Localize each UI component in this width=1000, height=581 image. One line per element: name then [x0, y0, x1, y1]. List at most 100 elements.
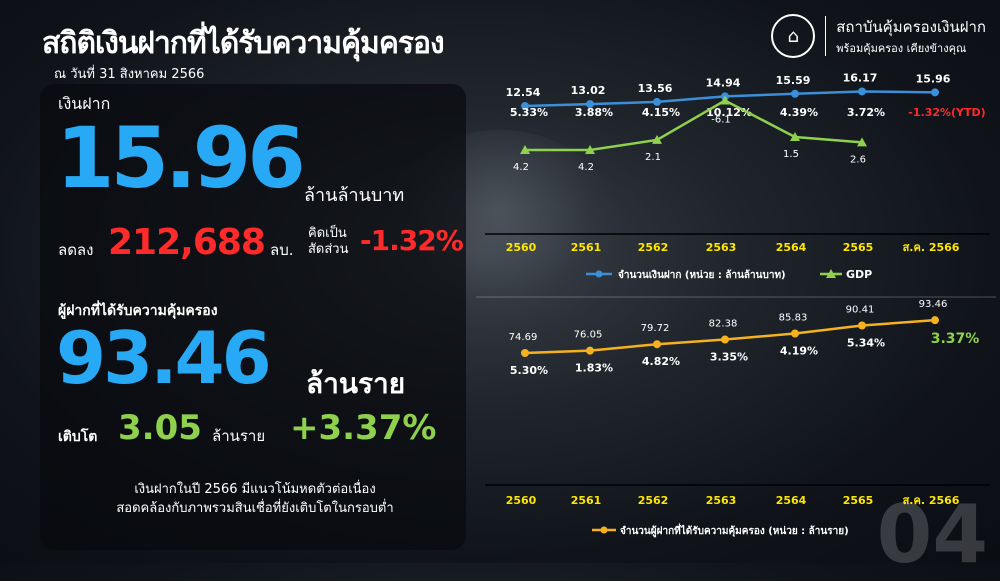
gdp-series-line: [525, 99, 863, 152]
depositor-series-point: [721, 335, 729, 344]
ratio-label: คิดเป็น สัดส่วน: [308, 226, 349, 258]
depositor-series-point: [931, 316, 939, 325]
deposit-value-label: 15.96: [916, 72, 951, 85]
deposit-series-point: [653, 97, 661, 106]
chart1-x-tick: 2562: [638, 241, 669, 254]
legend-deposit-marker: [595, 270, 603, 278]
chart1-x-tick: 2560: [506, 241, 537, 254]
chart2-x-tick: 2565: [843, 494, 874, 507]
chart1-x-tick: 2564: [776, 241, 807, 254]
depositor-growth-label: 3.37%: [931, 331, 980, 347]
depositor-growth-label: 5.34%: [847, 336, 885, 349]
legend-deposit-label: จำนวนเงินฝาก (หน่วย : ล้านล้านบาท): [618, 269, 786, 281]
depositors-label: ผู้ฝากที่ได้รับความคุ้มครอง: [58, 303, 218, 319]
chart2-x-tick: 2564: [776, 494, 807, 507]
depositor-series-point: [586, 346, 594, 355]
gdp-series-point: [790, 132, 800, 142]
deposits-change-unit: ลบ.: [270, 241, 294, 259]
gdp-value-label: 2.6: [850, 154, 866, 165]
gdp-series-point: [585, 145, 595, 154]
deposit-growth-label: 3.88%: [575, 106, 613, 119]
gdp-series-point: [520, 145, 530, 154]
dpa-logo-icon: ⌂: [771, 14, 816, 58]
depositor-value-label: 76.05: [574, 330, 603, 341]
gdp-value-label: -6.1: [711, 115, 731, 126]
depositor-growth-label: 1.83%: [575, 362, 613, 375]
growth-unit: ล้านราย: [212, 427, 266, 445]
deposit-value-label: 16.17: [843, 72, 878, 84]
deposits-change-label: ลดลง: [58, 241, 94, 259]
depositor-series-point: [653, 340, 661, 349]
deposit-value-label: 14.94: [706, 76, 741, 89]
chart1-x-tick: 2561: [571, 241, 602, 254]
gdp-value-label: 4.2: [513, 162, 529, 173]
depositor-growth-label: 5.30%: [510, 364, 548, 377]
depositor-value-label: 82.38: [709, 319, 738, 330]
legend-depositor-marker: [600, 526, 608, 534]
deposits-unit: ล้านล้านบาท: [304, 185, 405, 206]
legend-depositor-label: จำนวนผู้ฝากที่ได้รับความคุ้มครอง (หน่วย …: [620, 523, 849, 538]
gdp-series-point: [857, 137, 867, 147]
legend-gdp-label: GDP: [846, 268, 872, 281]
depositor-value-label: 85.83: [779, 313, 808, 324]
deposits-change-value: 212,688: [108, 222, 266, 263]
ratio-label-line1: คิดเป็น: [308, 226, 347, 241]
deposit-growth-label: 4.15%: [642, 106, 680, 119]
deposits-label: เงินฝาก: [58, 94, 111, 113]
chart2-x-tick: 2561: [571, 494, 602, 507]
depositor-series-point: [858, 321, 866, 330]
page-title: สถิติเงินฝากที่ได้รับความคุ้มครอง: [42, 26, 445, 61]
depositor-value-label: 74.69: [509, 332, 538, 343]
ratio-label-line2: สัดส่วน: [308, 242, 349, 257]
chart1-x-tick: 2565: [843, 241, 874, 254]
gdp-series-point: [720, 95, 730, 105]
page-number: 04: [876, 488, 988, 581]
deposit-series-point: [521, 102, 529, 110]
brand-slogan: พร้อมคุ้มครอง เคียงข้างคุณ: [836, 42, 967, 55]
depositor-value-label: 93.46: [919, 299, 948, 310]
deposit-value-label: 13.56: [638, 82, 673, 95]
deposit-growth-label: -1.32%(YTD): [908, 106, 985, 119]
brand-divider: [825, 16, 827, 56]
depositor-value-label: 90.41: [846, 304, 875, 315]
brand-name: สถาบันคุ้มครองเงินฝาก: [836, 18, 986, 36]
brand-block: ⌂ สถาบันคุ้มครองเงินฝาก พร้อมคุ้มครอง เค…: [771, 14, 986, 58]
chart1-x-tick: 2563: [706, 241, 737, 254]
chart1-x-tick: ส.ค. 2566: [903, 241, 960, 254]
depositor-growth-label: 3.35%: [710, 351, 748, 364]
chart2-x-tick: 2563: [706, 494, 737, 507]
chart2-x-tick: 2562: [638, 494, 669, 507]
chart2-x-tick: 2560: [506, 494, 537, 507]
depositor-growth-label: 4.82%: [642, 355, 680, 368]
deposits-value: 15.96: [56, 109, 306, 207]
summary-panel: [40, 84, 466, 550]
charts-area: 12.545.33%13.023.88%13.564.15%14.9410.12…: [476, 72, 996, 538]
deposit-series-point: [791, 89, 799, 98]
deposit-growth-label: 4.39%: [780, 106, 818, 119]
gdp-value-label: 2.1: [645, 152, 661, 163]
chart2-x-tick: ส.ค. 2566: [903, 494, 960, 507]
depositor-series-point: [791, 329, 799, 338]
deposit-value-label: 13.02: [571, 84, 606, 97]
deposit-growth-label: 5.33%: [510, 106, 548, 119]
gdp-value-label: 4.2: [578, 162, 594, 173]
depositor-series-point: [521, 349, 529, 357]
summary-note: เงินฝากในปี 2566 มีแนวโน้มหดตัวต่อเนื่อง…: [60, 480, 450, 518]
as-of-date: ณ วันที่ 31 สิงหาคม 2566: [54, 67, 205, 82]
note-line2: สอดคล้องกับภาพรวมสินเชื่อที่ยังเติบโตในก…: [116, 501, 394, 516]
deposit-series-point: [931, 88, 939, 97]
depositor-value-label: 79.72: [641, 323, 670, 334]
note-line1: เงินฝากในปี 2566 มีแนวโน้มหดตัวต่อเนื่อง: [134, 482, 376, 497]
deposit-value-label: 12.54: [506, 86, 541, 99]
growth-pct: +3.37%: [290, 408, 437, 448]
growth-value: 3.05: [118, 408, 202, 448]
depositor-growth-label: 4.19%: [780, 345, 818, 358]
gdp-series-point: [652, 134, 662, 144]
growth-label: เติบโต: [58, 429, 98, 445]
depositors-unit: ล้านราย: [306, 367, 406, 400]
gdp-value-label: 1.5: [783, 149, 799, 160]
deposit-value-label: 15.59: [776, 74, 811, 87]
deposits-ratio-value: -1.32%: [360, 224, 464, 257]
deposit-series-point: [586, 100, 594, 109]
deposit-series-point: [858, 87, 866, 96]
